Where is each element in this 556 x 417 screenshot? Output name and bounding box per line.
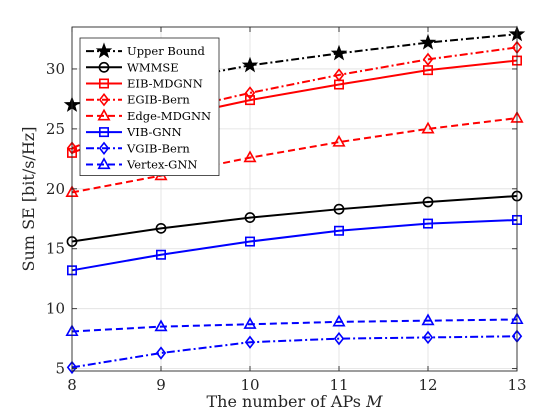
series-line: [71, 335, 518, 369]
legend-label: VGIB-Bern: [126, 141, 190, 155]
legend-swatch-marker: [97, 157, 111, 170]
legend-swatch-marker: [98, 92, 110, 107]
grid: [71, 27, 518, 371]
data-point-star: [241, 56, 259, 73]
legend: Upper Bound WMMSE EIB-MDGNN EGIB-Bern Edge-M…: [79, 37, 220, 177]
y-tick-label: 30: [46, 60, 65, 78]
series-line: [71, 218, 518, 272]
y-tick-label: 15: [46, 240, 65, 258]
y-tick-label: 25: [46, 120, 65, 138]
legend-swatch-marker: [99, 78, 110, 89]
axis-ticks: 8 9 10 11 12 13 5 10 15 20 25 30: [46, 27, 527, 394]
series-6: [66, 329, 523, 375]
data-point-triangle: [243, 317, 257, 329]
data-point-triangle: [421, 121, 435, 134]
legend-label: Edge-MDGNN: [127, 109, 211, 123]
x-tick-label: 9: [156, 376, 166, 394]
series-line: [71, 117, 518, 194]
legend-label: Upper Bound: [127, 44, 206, 58]
plot-frame: [71, 26, 518, 372]
data-point-diamond: [422, 330, 434, 345]
data-point-star: [330, 44, 348, 61]
x-tick-label: 8: [67, 376, 77, 394]
y-tick-label: 20: [46, 180, 65, 198]
data-point-circle: [155, 222, 167, 234]
legend-swatch-marker: [95, 42, 113, 59]
x-tick-label: 11: [329, 376, 348, 394]
data-point-triangle: [243, 150, 257, 163]
data-point-square: [422, 218, 433, 229]
series-line: [71, 318, 518, 333]
data-point-circle: [422, 196, 434, 208]
data-point-star: [419, 33, 437, 50]
data-point-diamond: [333, 331, 345, 346]
data-point-triangle: [332, 314, 346, 327]
legend-swatch-marker: [98, 141, 110, 156]
legend-swatch-marker: [97, 108, 111, 121]
legend-label: EIB-MDGNN: [127, 77, 203, 91]
data-point-diamond: [244, 335, 256, 349]
data-point-circle: [333, 203, 345, 215]
x-tick-label: 10: [240, 376, 259, 394]
data-point-square: [333, 225, 344, 236]
y-axis-label: Sum SE [bit/s/Hz]: [19, 127, 38, 272]
x-axis-label: The number of APs M: [207, 392, 384, 411]
series-lines: [63, 25, 526, 375]
data-point-diamond: [155, 346, 167, 360]
y-tick-label: 5: [55, 360, 65, 378]
data-point-diamond: [422, 52, 434, 67]
legend-swatch-marker: [98, 61, 110, 73]
data-point-square: [245, 236, 256, 247]
x-tick-label: 12: [418, 376, 437, 394]
data-point-diamond: [244, 86, 256, 100]
y-tick-label: 10: [46, 300, 65, 318]
data-point-diamond: [333, 68, 345, 82]
data-point-triangle: [154, 319, 168, 332]
data-point-circle: [244, 212, 256, 223]
legend-label: VIB-GNN: [126, 125, 182, 139]
legend-label: Vertex-GNN: [126, 158, 197, 172]
legend-swatch-marker: [99, 127, 110, 138]
legend-label: WMMSE: [127, 60, 179, 74]
data-point-triangle: [332, 134, 346, 147]
data-point-square: [156, 249, 167, 260]
legend-label: EGIB-Bern: [127, 93, 190, 107]
data-point-triangle: [421, 313, 435, 326]
data-point-diamond: [66, 360, 78, 375]
series-line: [71, 195, 518, 243]
data-point-square: [245, 95, 256, 106]
x-tick-label: 13: [507, 376, 526, 394]
